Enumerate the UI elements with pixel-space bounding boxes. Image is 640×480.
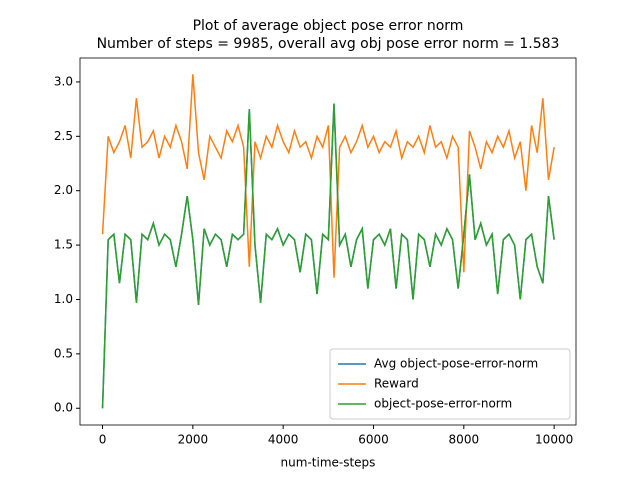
- y-tick-label: 0.5: [54, 346, 73, 360]
- chart-title: Plot of average object pose error norm: [193, 18, 464, 34]
- legend-label: object-pose-error-norm: [374, 397, 512, 411]
- y-tick-label: 1.5: [54, 238, 73, 252]
- chart-subtitle: Number of steps = 9985, overall avg obj …: [97, 36, 560, 52]
- plot-frame: [79, 57, 577, 426]
- series-line: [101, 103, 555, 409]
- y-tick-label: 3.0: [54, 74, 73, 88]
- x-tick-label: 6000: [358, 433, 389, 447]
- y-tick-label: 2.5: [54, 129, 73, 143]
- x-tick-label: 0: [99, 433, 107, 447]
- x-tick-label: 10000: [535, 433, 573, 447]
- series-line: [101, 74, 555, 278]
- x-axis-label: num-time-steps: [281, 456, 376, 470]
- y-tick-label: 2.0: [54, 183, 73, 197]
- legend-box: [329, 348, 571, 420]
- y-tick-label: 1.0: [54, 292, 73, 306]
- x-tick-label: 4000: [268, 433, 299, 447]
- x-tick-label: 8000: [449, 433, 480, 447]
- x-tick-label: 2000: [178, 433, 209, 447]
- legend-label: Avg object-pose-error-norm: [374, 357, 538, 371]
- legend-label: Reward: [374, 377, 419, 391]
- y-tick-label: 0.0: [54, 401, 73, 415]
